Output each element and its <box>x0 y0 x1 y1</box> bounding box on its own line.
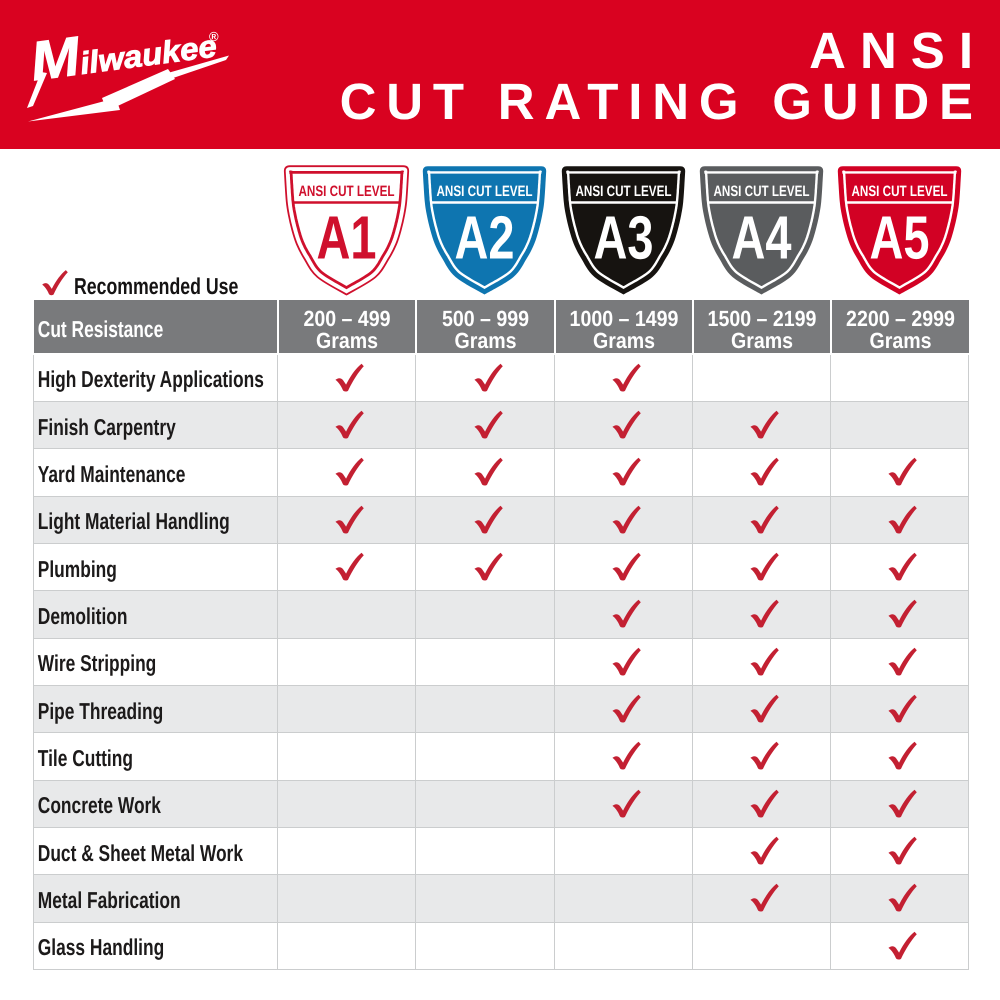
svg-text:ANSI CUT LEVEL: ANSI CUT LEVEL <box>851 183 947 200</box>
svg-text:Milwaukee: Milwaukee <box>27 7 220 93</box>
svg-text:A3: A3 <box>593 204 653 272</box>
svg-text:A2: A2 <box>455 204 515 272</box>
svg-text:ANSI CUT LEVEL: ANSI CUT LEVEL <box>298 183 394 200</box>
svg-text:A1: A1 <box>316 204 376 272</box>
svg-text:A5: A5 <box>869 204 929 272</box>
svg-text:A4: A4 <box>731 204 791 272</box>
svg-text:ANSI CUT LEVEL: ANSI CUT LEVEL <box>437 183 533 200</box>
svg-text:ANSI CUT LEVEL: ANSI CUT LEVEL <box>713 183 809 200</box>
svg-text:ANSI CUT LEVEL: ANSI CUT LEVEL <box>575 183 671 200</box>
svg-text:®: ® <box>209 29 219 44</box>
